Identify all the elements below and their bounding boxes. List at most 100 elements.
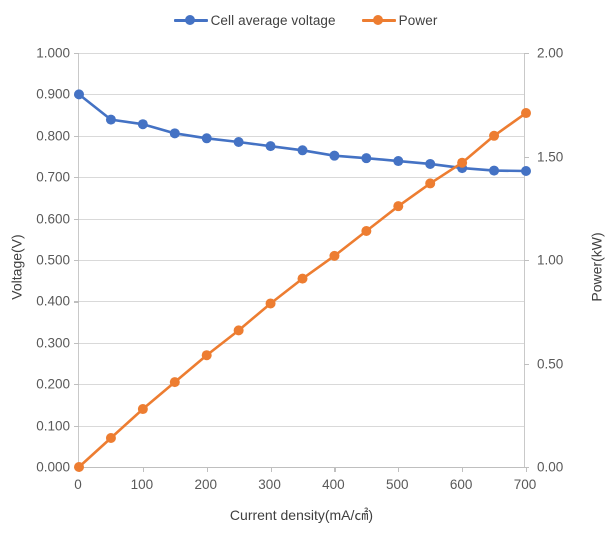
data-point-marker[interactable] [74,89,84,100]
y-axis-left-tick-label: 1.000 [36,45,70,61]
x-axis-tick [334,467,336,472]
data-point-marker[interactable] [137,404,148,415]
y-axis-left-tick-label: 0.700 [36,169,70,185]
y-axis-left-tick-label: 0.300 [36,335,70,351]
data-point-marker[interactable] [489,130,500,141]
y-axis-left-tick-label: 0.600 [36,211,70,227]
y-axis-right-tick [524,363,529,365]
data-point-marker[interactable] [521,165,531,176]
data-point-marker[interactable] [105,433,116,444]
y-axis-right-tick-label: 2.00 [537,45,564,61]
data-point-marker[interactable] [297,273,308,284]
x-axis-tick-label: 700 [513,477,537,492]
data-point-marker[interactable] [393,156,404,167]
x-axis-tick-label: 0 [74,477,82,492]
y-axis-left-tick-label: 0.200 [36,376,70,392]
legend-circle-marker-icon [372,15,383,25]
y-axis-left-tick-label: 0.400 [36,293,70,309]
gridline [79,218,524,220]
x-axis-tick-label: 200 [194,477,217,492]
data-point-marker[interactable] [233,325,244,336]
gridline [79,260,524,261]
y-axis-left-tick [74,53,79,55]
y-axis-left-tick [74,135,79,137]
data-point-marker[interactable] [169,377,180,388]
gridline [79,53,524,54]
data-point-marker[interactable] [105,114,116,125]
x-axis-tick [462,467,464,472]
data-point-marker[interactable] [361,153,372,164]
x-axis-tick-label: 100 [130,477,154,492]
x-axis-title: Current density(mA/㎠) [229,507,374,523]
data-point-marker[interactable] [265,298,276,309]
data-point-marker[interactable] [329,250,340,261]
gridline [79,301,524,303]
y-axis-right-tick [524,260,529,262]
gridline [79,94,524,96]
data-point-marker[interactable] [425,158,436,169]
gridline [79,135,524,137]
series-plot [74,89,531,472]
data-point-marker[interactable] [457,157,468,168]
y-axis-left-tick-label: 0.800 [36,128,70,144]
y-axis-right-tick [524,156,529,158]
data-point-marker[interactable] [425,178,436,189]
y-axis-left-tick-label: 0.000 [36,459,70,475]
data-point-marker[interactable] [169,128,180,139]
gridline [79,342,524,344]
data-point-marker[interactable] [361,226,372,237]
y-axis-right-title: Power(kW) [585,0,609,533]
legend-entry-power[interactable]: Power [361,12,438,28]
y-axis-left-tick [74,384,79,386]
y-axis-right-tick [524,53,529,55]
gridline [79,177,524,179]
legend-circle-marker-icon [184,15,195,25]
x-axis-tick [142,467,145,472]
y-axis-left-tick [74,177,79,179]
plot-area [74,53,531,472]
y-axis-left-tick-label: 0.900 [36,86,70,102]
data-point-marker[interactable] [297,145,308,156]
legend-entry-cell-average-voltage[interactable]: Cell average voltage [173,12,336,28]
y-axis-right-tick-label: 1.50 [537,149,564,164]
data-point-marker[interactable] [74,462,84,472]
gridline [79,467,524,469]
legend-key-cell-average-voltage [173,14,208,26]
data-point-marker[interactable] [329,150,340,161]
y-axis-left-tick [74,260,79,262]
y-axis-right-tick-label: 1.00 [537,252,564,268]
x-axis-tick [270,467,272,472]
y-axis-left-tick [74,301,79,303]
gridline [79,425,524,427]
x-axis-tick [206,467,208,472]
y-axis-left-tick-label: 0.100 [36,418,70,434]
y-axis-right-tick-label: 0.50 [537,356,564,371]
y-axis-left-tick [74,342,79,344]
y-axis-left-tick-label: 0.500 [36,252,70,268]
x-axis-tick-label: 500 [386,477,409,492]
x-axis-tick [526,467,528,472]
chart-legend: Cell average voltage Power [0,8,611,32]
data-point-marker[interactable] [137,119,148,130]
x-axis-tick-label: 300 [258,477,281,492]
x-axis-tick-label: 400 [322,477,345,492]
data-point-marker[interactable] [521,108,531,119]
legend-key-power [361,14,396,26]
data-point-marker[interactable] [489,165,500,176]
legend-label-power: Power [398,12,438,28]
y-axis-right-title-text: Power(kW) [589,231,606,302]
plot-frame: 0.000 0.100 0.200 0.300 0.400 0.500 0.600 0.700… [36,46,563,493]
y-axis-right-tick-label: 0.00 [537,459,564,475]
data-point-marker[interactable] [233,137,244,148]
data-point-marker[interactable] [393,201,404,212]
gridline [79,384,524,386]
y-axis-left-tick [74,218,79,220]
data-point-marker[interactable] [265,141,276,152]
data-point-marker[interactable] [201,133,212,144]
y-axis-left-tick [74,425,79,427]
data-point-marker[interactable] [201,350,212,361]
x-axis-tick-label: 600 [449,477,473,492]
x-axis-tick [398,467,400,472]
legend-label-cell-average-voltage: Cell average voltage [210,12,336,28]
